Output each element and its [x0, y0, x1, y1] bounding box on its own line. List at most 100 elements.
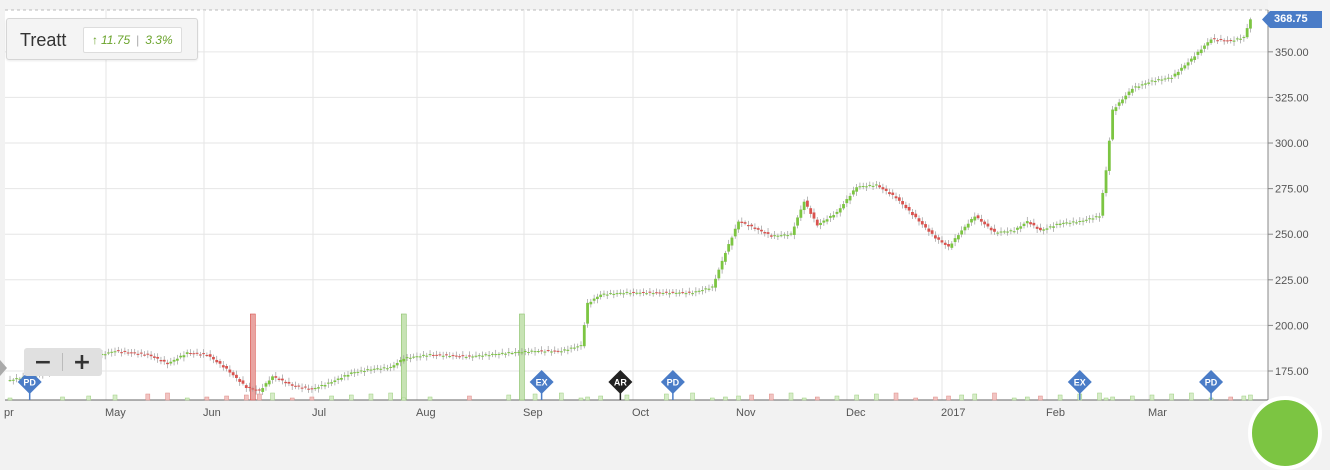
- candle-body: [372, 368, 376, 370]
- x-tick-label: May: [105, 407, 126, 419]
- candle-body: [1127, 91, 1131, 96]
- candle-body: [888, 192, 891, 195]
- candle-body: [385, 368, 389, 370]
- candle-body: [556, 350, 560, 352]
- candle-body: [714, 278, 717, 288]
- candle-body: [221, 365, 225, 368]
- candle-body: [930, 230, 934, 234]
- zoom-in-button[interactable]: +: [72, 349, 92, 375]
- candle-body: [11, 379, 15, 381]
- ticker-box: Treatt ↑ 11.75 | 3.3%: [6, 18, 198, 60]
- candle-body: [1078, 220, 1082, 222]
- volume-bar: [972, 393, 978, 401]
- candle-body: [139, 352, 143, 354]
- candle-body: [1002, 231, 1006, 233]
- candle-body: [1058, 223, 1062, 226]
- candle-body: [612, 293, 616, 295]
- candle-body: [691, 293, 694, 295]
- volume-bar: [736, 395, 741, 401]
- x-tick-label: Dec: [846, 407, 866, 419]
- candle-body: [280, 378, 284, 381]
- candle-body: [950, 243, 954, 248]
- candle-body: [477, 355, 481, 357]
- floating-action-button[interactable]: [1248, 396, 1322, 470]
- chart-canvas[interactable]: 175.00 200.00 225.00 250.00 275.00 300.00 325.…: [0, 0, 1330, 430]
- candle-body: [152, 356, 156, 358]
- candle-body: [1245, 28, 1249, 38]
- x-tick-label: Feb: [1046, 407, 1065, 419]
- candle-body: [356, 371, 360, 373]
- candle-body: [1196, 51, 1200, 55]
- price-tag-icon: [1262, 11, 1322, 28]
- event-marker-pd[interactable]: [17, 370, 42, 394]
- candle-body: [484, 354, 488, 356]
- candle-body: [330, 382, 333, 384]
- candle-body: [185, 352, 189, 354]
- x-tick-label: Oct: [632, 407, 649, 419]
- x-tick-label: Nov: [736, 407, 756, 419]
- candle-body: [947, 244, 950, 247]
- candle-body: [208, 354, 212, 357]
- candle-body: [783, 234, 786, 236]
- zoom-out-button[interactable]: −: [33, 349, 53, 375]
- volume-bar: [145, 393, 151, 401]
- candle-body: [996, 232, 1000, 234]
- candle-body: [412, 356, 416, 358]
- candle-body: [1009, 230, 1013, 232]
- x-tick-label: pr: [4, 407, 14, 419]
- event-marker-ex[interactable]: [529, 370, 554, 394]
- candle-body: [198, 354, 202, 356]
- candle-body: [415, 356, 419, 358]
- x-tick-label: Jul: [312, 407, 326, 419]
- candle-body: [202, 353, 206, 355]
- candle-body: [169, 361, 173, 364]
- candle-body: [648, 291, 652, 293]
- candle-body: [546, 350, 550, 352]
- candle-body: [543, 351, 547, 353]
- candle-body: [625, 291, 629, 293]
- candle-body: [523, 350, 527, 352]
- candle-body: [943, 242, 947, 245]
- candle-body: [320, 384, 324, 386]
- candle-body: [878, 185, 882, 188]
- candle-body: [1094, 216, 1098, 218]
- change-percent: 3.3%: [145, 33, 173, 47]
- candle-body: [855, 187, 859, 192]
- candle-body: [1153, 81, 1157, 83]
- volume-bar: [506, 394, 512, 401]
- event-marker-pd[interactable]: [660, 370, 685, 394]
- candle-body: [172, 359, 176, 362]
- volume-bar: [467, 395, 472, 401]
- candle-body: [123, 350, 127, 352]
- event-marker-pd[interactable]: [1199, 370, 1224, 394]
- candle-body: [425, 355, 429, 357]
- candle-body: [694, 291, 698, 293]
- candle-body: [871, 185, 875, 187]
- volume-bar: [1011, 397, 1017, 401]
- candle-body: [1075, 222, 1078, 224]
- candle-body: [490, 353, 494, 355]
- candle-body: [753, 227, 757, 229]
- event-marker-ex[interactable]: [1067, 370, 1092, 394]
- candle-body: [861, 186, 865, 188]
- volume-bar: [801, 397, 807, 401]
- candle-body: [1039, 227, 1042, 231]
- candle-body: [1173, 73, 1177, 77]
- y-axis-panel: [1268, 0, 1330, 430]
- candle-body: [1216, 40, 1220, 42]
- volume-bar: [559, 392, 564, 401]
- y-tick-label: 200.00: [1275, 320, 1309, 332]
- candle-body: [1029, 222, 1032, 225]
- stock-chart[interactable]: 175.00 200.00 225.00 250.00 275.00 300.00 325.…: [0, 0, 1330, 430]
- candle-body: [563, 349, 566, 351]
- candle-body: [353, 372, 356, 374]
- candle-body: [1134, 86, 1137, 88]
- scroll-left-arrow-icon[interactable]: [0, 360, 7, 376]
- volume-bar: [749, 394, 754, 401]
- volume-bar: [86, 395, 92, 401]
- candle-body: [756, 228, 760, 230]
- candle-body: [297, 385, 301, 387]
- candle-body: [586, 302, 589, 324]
- event-marker-ar[interactable]: [608, 370, 633, 394]
- candle-body: [487, 355, 491, 357]
